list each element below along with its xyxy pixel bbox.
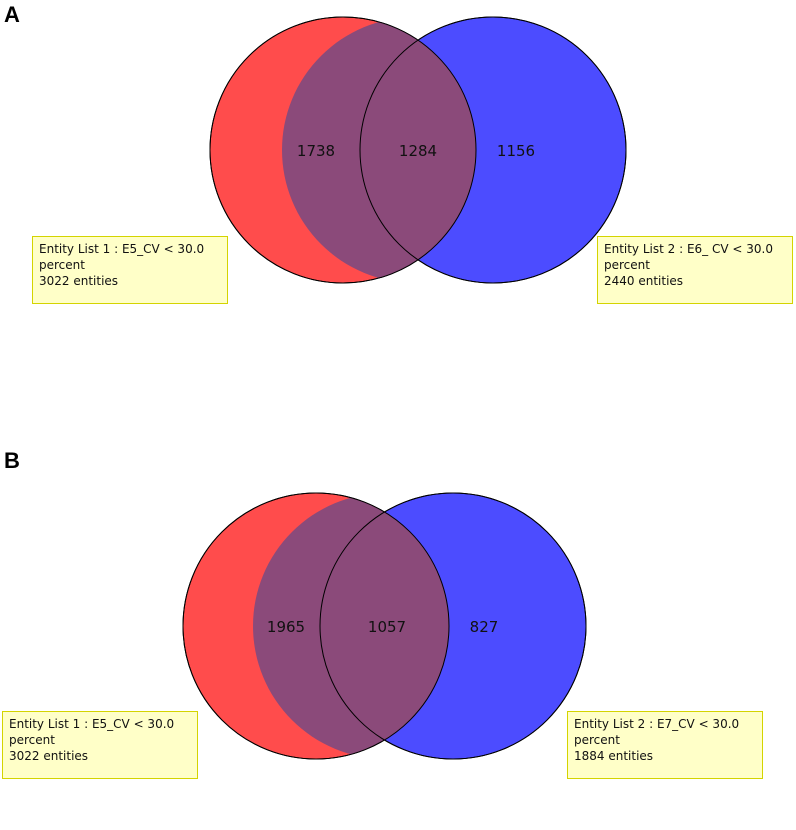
legend-set1: Entity List 1 : E5_CV < 30.0 percent 302… [32, 236, 228, 304]
legend-set2: Entity List 2 : E7_CV < 30.0 percent 188… [567, 711, 763, 779]
legend-set1-unit: percent [39, 258, 85, 272]
count-only-set2: 827 [470, 618, 499, 636]
count-overlap: 1057 [368, 618, 406, 636]
overlap-region [253, 493, 449, 759]
panel-label: B [4, 448, 20, 473]
legend-set2-unit: percent [574, 733, 620, 747]
legend-set2-name: Entity List 2 : E6_ CV < 30.0 [604, 242, 773, 256]
count-only-set2: 1156 [497, 142, 535, 160]
venn-panel-b: B 1965 1057 827 Entity List 1 : E5_CV < … [0, 440, 796, 830]
legend-set1-entities: 3022 entities [39, 274, 119, 288]
legend-set1-entities: 3022 entities [9, 749, 89, 763]
venn-diagram-b: 1965 1057 827 [182, 492, 587, 760]
legend-set1-name: Entity List 1 : E5_CV < 30.0 [39, 242, 205, 256]
legend-set1: Entity List 1 : E5_CV < 30.0 percent 302… [2, 711, 198, 779]
legend-set2-entities: 1884 entities [574, 749, 654, 763]
count-only-set1: 1738 [297, 142, 335, 160]
panel-label: A [4, 2, 20, 27]
legend-set2: Entity List 2 : E6_ CV < 30.0 percent 24… [597, 236, 793, 304]
legend-set1-unit: percent [9, 733, 55, 747]
count-overlap: 1284 [399, 142, 437, 160]
venn-panel-a: A 1738 1284 1156 Entity List 1 : E5_CV <… [0, 0, 796, 390]
overlap-region [282, 17, 476, 283]
legend-set2-entities: 2440 entities [604, 274, 684, 288]
legend-set1-name: Entity List 1 : E5_CV < 30.0 [9, 717, 175, 731]
legend-set2-unit: percent [604, 258, 650, 272]
venn-diagram-a: 1738 1284 1156 [209, 16, 627, 284]
count-only-set1: 1965 [267, 618, 305, 636]
legend-set2-name: Entity List 2 : E7_CV < 30.0 [574, 717, 740, 731]
